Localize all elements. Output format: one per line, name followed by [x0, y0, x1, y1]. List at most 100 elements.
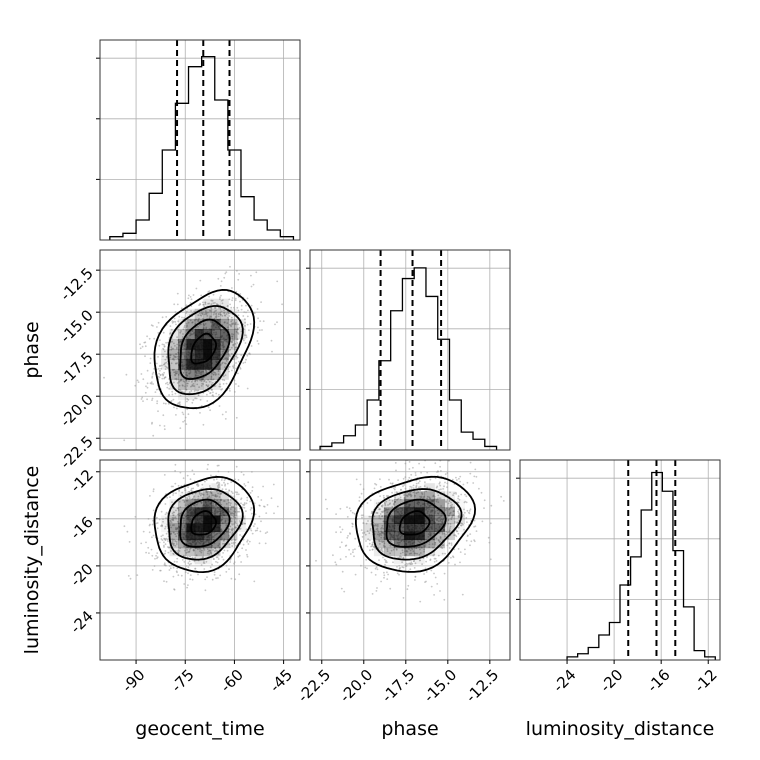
sample-point: [158, 372, 161, 375]
sample-point: [167, 402, 170, 405]
sample-point: [206, 552, 209, 555]
sample-point: [378, 508, 380, 511]
sample-point: [376, 525, 379, 527]
sample-point: [234, 297, 237, 300]
sample-point: [235, 346, 238, 349]
sample-point: [219, 313, 222, 316]
sample-point: [151, 536, 153, 539]
density-cell: [178, 523, 187, 532]
density-cell: [169, 349, 179, 360]
sample-point: [223, 379, 226, 382]
sample-point: [246, 539, 249, 542]
sample-point: [200, 379, 203, 382]
sample-point: [215, 577, 218, 580]
sample-point: [161, 343, 164, 346]
sample-point: [380, 505, 383, 507]
density-cell: [186, 547, 196, 557]
density-cell: [228, 523, 238, 532]
sample-point: [413, 567, 416, 569]
sample-point: [445, 500, 447, 503]
sample-point: [145, 551, 148, 554]
sample-point: [160, 538, 163, 540]
sample-point: [457, 548, 460, 550]
sample-point: [371, 510, 374, 513]
sample-point: [204, 301, 207, 304]
sample-point: [222, 383, 225, 385]
sample-point: [412, 484, 415, 487]
sample-point: [200, 502, 203, 504]
sample-point: [186, 385, 189, 387]
sample-point: [213, 371, 216, 374]
sample-point: [153, 368, 156, 370]
x-tick-label-geocent-time-3: -45: [266, 666, 296, 696]
sample-point: [437, 501, 440, 503]
density-cell: [383, 507, 395, 516]
y-axis-label-phase: phase: [21, 321, 43, 378]
sample-point: [223, 549, 226, 552]
sample-point: [245, 311, 247, 314]
sample-point: [373, 487, 376, 490]
sample-point: [204, 303, 207, 305]
sample-point: [375, 566, 378, 569]
sample-point: [345, 544, 348, 547]
sample-point: [240, 354, 243, 356]
sample-point: [436, 519, 439, 522]
sample-point: [193, 498, 196, 501]
sample-point: [460, 524, 463, 527]
sample-point: [222, 375, 225, 378]
sample-point: [392, 548, 395, 551]
sample-point: [235, 383, 237, 385]
sample-point: [404, 462, 407, 465]
histogram-geocent-time-frame: [99, 39, 301, 241]
sample-point: [245, 334, 248, 337]
sample-point: [213, 498, 216, 501]
sample-point: [236, 338, 239, 341]
sample-point: [239, 534, 242, 536]
sample-point: [176, 303, 179, 306]
sample-point: [225, 564, 228, 567]
sample-point: [224, 374, 227, 376]
density-cell: [394, 515, 405, 524]
sample-point: [175, 535, 178, 538]
sample-point: [189, 370, 192, 372]
sample-point: [439, 536, 442, 539]
density-cell: [211, 379, 221, 390]
sample-point: [440, 515, 443, 517]
sample-point: [433, 553, 436, 556]
sample-point: [229, 502, 232, 505]
sample-point: [208, 295, 211, 298]
sample-point: [349, 553, 352, 555]
sample-point: [246, 297, 249, 300]
sample-point: [175, 323, 177, 326]
density-cell: [434, 531, 445, 541]
sample-point: [207, 384, 210, 387]
sample-point: [152, 325, 154, 327]
sample-point: [415, 486, 417, 489]
y-tick-label-phase-2: -17.5: [57, 348, 97, 388]
sample-point: [188, 294, 190, 297]
sample-point: [176, 403, 179, 405]
sample-point: [218, 496, 221, 498]
sample-point: [201, 483, 204, 486]
sample-point: [244, 325, 246, 327]
scatter-geocent-time-vs-luminosity-distance: [100, 460, 300, 660]
sample-point: [347, 535, 349, 537]
sample-point: [171, 368, 174, 371]
sample-point: [375, 502, 378, 505]
sample-point: [156, 557, 158, 560]
density-cell: [186, 531, 196, 541]
sample-point: [215, 560, 217, 563]
sample-point: [186, 474, 189, 477]
sample-point: [249, 492, 252, 494]
sample-point: [163, 474, 166, 476]
sample-point: [159, 569, 162, 572]
sample-point: [171, 320, 174, 322]
sample-point: [157, 367, 160, 370]
sample-point: [200, 294, 203, 297]
sample-point: [136, 379, 139, 382]
sample-point: [183, 500, 186, 502]
sample-point: [170, 362, 173, 365]
sample-point: [224, 520, 227, 523]
sample-point: [392, 561, 394, 564]
sample-point: [273, 512, 275, 515]
